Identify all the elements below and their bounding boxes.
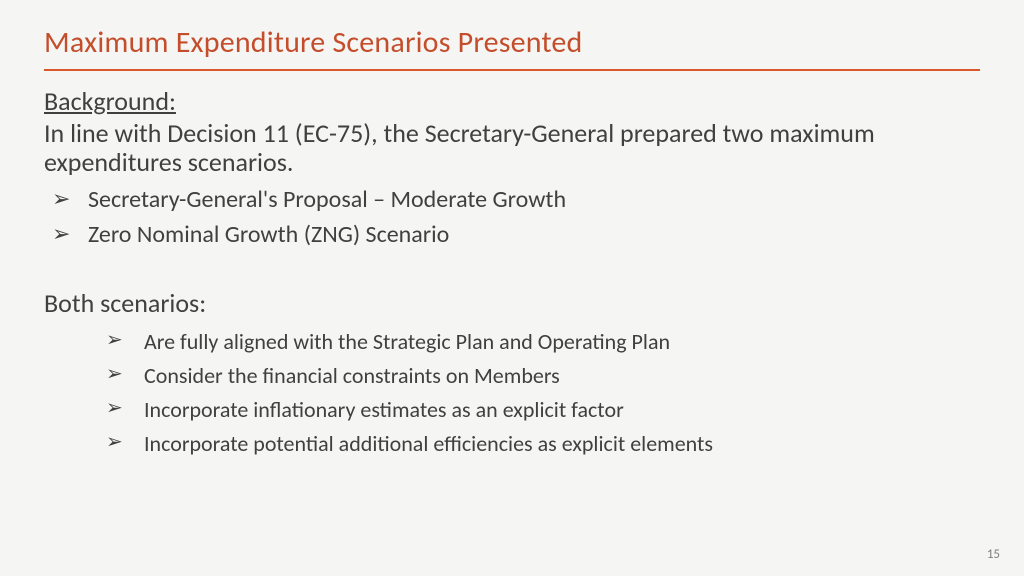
list-item: Incorporate potential additional efficie… <box>106 427 980 461</box>
background-heading: Background: <box>44 85 980 117</box>
list-item: Incorporate inflationary estimates as an… <box>106 393 980 427</box>
page-number: 15 <box>987 547 1000 562</box>
both-scenarios-bullets: Are fully aligned with the Strategic Pla… <box>106 325 980 461</box>
slide-title: Maximum Expenditure Scenarios Presented <box>44 24 980 61</box>
slide: Maximum Expenditure Scenarios Presented … <box>0 0 1024 576</box>
background-bullets: Secretary-General's Proposal – Moderate … <box>52 183 980 253</box>
both-scenarios-heading: Both scenarios: <box>44 287 980 319</box>
list-item: Secretary-General's Proposal – Moderate … <box>52 183 980 218</box>
list-item: Zero Nominal Growth (ZNG) Scenario <box>52 218 980 253</box>
list-item: Consider the financial constraints on Me… <box>106 359 980 393</box>
title-rule <box>44 69 980 71</box>
list-item: Are fully aligned with the Strategic Pla… <box>106 325 980 359</box>
background-intro: In line with Decision 11 (EC-75), the Se… <box>44 119 980 177</box>
